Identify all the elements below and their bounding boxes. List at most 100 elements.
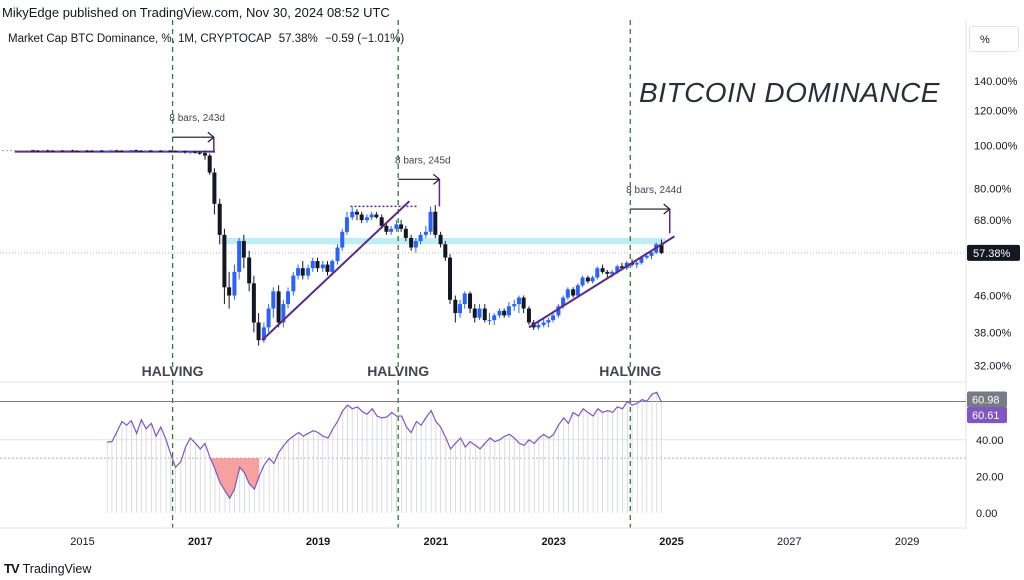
candle[interactable] [644, 255, 649, 258]
candle[interactable] [330, 261, 335, 272]
candle[interactable] [413, 241, 418, 248]
candle[interactable] [487, 320, 492, 322]
candle[interactable] [50, 150, 55, 152]
candle[interactable] [192, 151, 197, 153]
candle[interactable] [605, 271, 610, 274]
candle[interactable] [359, 214, 364, 221]
candle[interactable] [261, 327, 266, 341]
candle[interactable] [291, 275, 296, 292]
candle[interactable] [296, 268, 301, 276]
candle[interactable] [104, 150, 109, 152]
candle[interactable] [409, 237, 414, 248]
candle[interactable] [40, 150, 45, 152]
candle[interactable] [310, 261, 315, 269]
candle[interactable] [247, 257, 252, 284]
candle[interactable] [492, 315, 497, 321]
candle[interactable] [271, 291, 276, 309]
candle[interactable] [571, 289, 576, 296]
candle[interactable] [99, 150, 104, 152]
candle[interactable] [320, 264, 325, 269]
candle[interactable] [217, 203, 222, 235]
candle[interactable] [458, 304, 463, 314]
candle[interactable] [418, 234, 423, 242]
candle[interactable] [286, 291, 291, 305]
candle[interactable] [75, 150, 80, 152]
candle[interactable] [374, 214, 379, 218]
candle[interactable] [585, 277, 590, 282]
candle[interactable] [423, 231, 428, 235]
candle[interactable] [609, 271, 614, 274]
trendline[interactable] [261, 200, 411, 341]
candle[interactable] [168, 150, 173, 152]
candle[interactable] [541, 322, 546, 325]
candle[interactable] [35, 150, 40, 152]
candle[interactable] [315, 261, 320, 269]
candle[interactable] [482, 308, 487, 321]
candle[interactable] [163, 150, 168, 152]
candle[interactable] [197, 152, 202, 154]
candle[interactable] [114, 150, 119, 152]
candle[interactable] [65, 150, 70, 152]
candle[interactable] [158, 150, 163, 152]
candle[interactable] [453, 299, 458, 314]
candle[interactable] [521, 297, 526, 309]
candle[interactable] [144, 150, 149, 152]
candle[interactable] [615, 266, 620, 272]
candle[interactable] [30, 150, 35, 152]
candle[interactable] [556, 306, 561, 316]
candle[interactable] [60, 150, 65, 152]
resistance-zone[interactable] [220, 237, 666, 245]
candle[interactable] [516, 297, 521, 305]
candle[interactable] [202, 153, 207, 156]
symbol-name[interactable]: Market Cap BTC Dominance, %, 1M, CRYPTOC… [8, 33, 272, 45]
candle[interactable] [551, 315, 556, 321]
candle[interactable] [561, 297, 566, 307]
candle[interactable] [433, 211, 438, 235]
candle[interactable] [369, 214, 374, 218]
candle[interactable] [620, 266, 625, 269]
candle[interactable] [575, 285, 580, 296]
candle[interactable] [403, 228, 408, 238]
candle[interactable] [182, 151, 187, 153]
candle[interactable] [497, 310, 502, 316]
candle[interactable] [306, 268, 311, 276]
rsi-line[interactable] [107, 391, 663, 500]
candle[interactable] [472, 308, 477, 318]
candle[interactable] [153, 150, 158, 152]
candle[interactable] [384, 225, 389, 232]
candle[interactable] [394, 224, 399, 229]
candle[interactable] [281, 304, 286, 323]
candle[interactable] [595, 268, 600, 278]
candle[interactable] [94, 150, 99, 152]
candle[interactable] [600, 268, 605, 272]
candle[interactable] [325, 264, 330, 272]
candle[interactable] [241, 241, 246, 258]
candle[interactable] [222, 234, 227, 288]
candle[interactable] [237, 241, 242, 272]
candle[interactable] [89, 150, 94, 152]
candle[interactable] [300, 268, 305, 276]
trendline[interactable] [528, 235, 675, 329]
candle[interactable] [266, 308, 271, 328]
candle[interactable] [335, 247, 340, 262]
candle[interactable] [148, 150, 153, 152]
candle[interactable] [227, 287, 232, 296]
candle[interactable] [212, 172, 217, 204]
candle[interactable] [45, 150, 50, 152]
candle[interactable] [399, 224, 404, 229]
candle[interactable] [448, 257, 453, 300]
candle[interactable] [55, 150, 60, 152]
time-axis[interactable]: 2015 2017 2019 2021 2023 2025 2027 2029 [0, 527, 966, 548]
candle[interactable] [138, 150, 143, 152]
candle[interactable] [85, 150, 90, 152]
candle[interactable] [276, 291, 281, 323]
candle[interactable] [639, 257, 644, 263]
candle[interactable] [536, 324, 541, 328]
rsi-pane[interactable]: 0.00 20.00 40.00 60.98 60.61 [0, 391, 1007, 520]
candle[interactable] [502, 310, 507, 316]
candle[interactable] [232, 271, 237, 296]
candle[interactable] [119, 150, 124, 152]
candle[interactable] [379, 217, 384, 226]
candle[interactable] [350, 211, 355, 218]
